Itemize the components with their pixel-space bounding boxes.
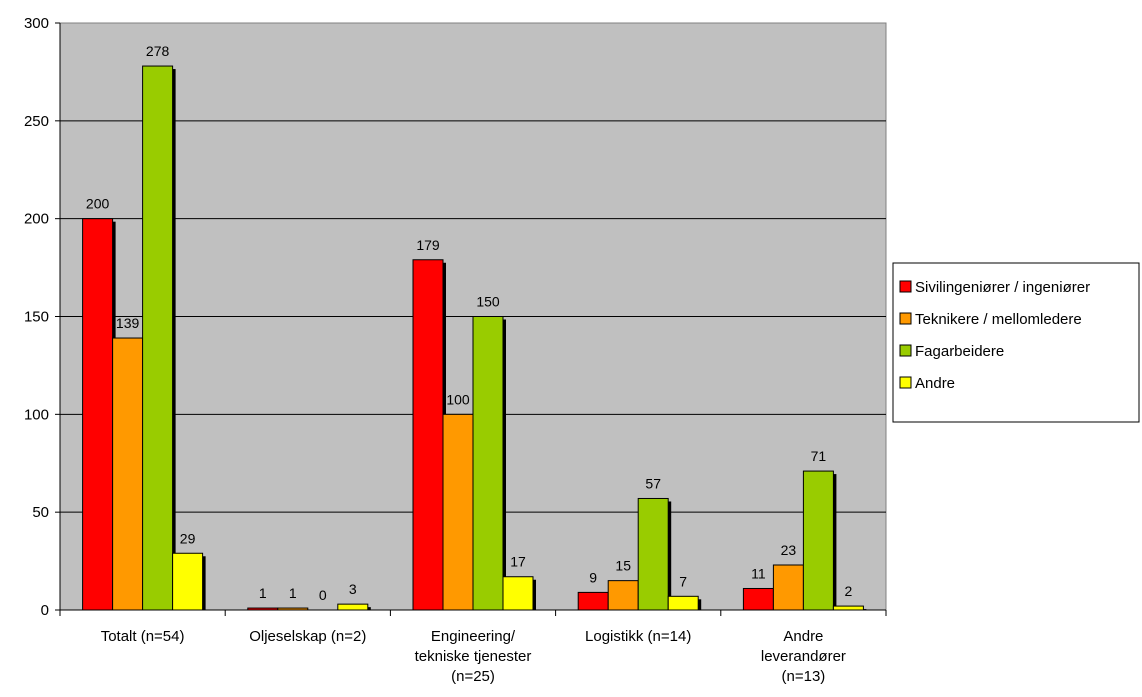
y-tick-label: 0 bbox=[41, 602, 49, 619]
data-label: 150 bbox=[476, 294, 500, 310]
legend: Sivilingeniører / ingeniører Teknikere / … bbox=[892, 262, 1140, 423]
x-tick-label: Engineering/tekniske tjenester (n=25) bbox=[415, 628, 532, 685]
bar bbox=[637, 497, 669, 611]
legend-entry: Teknikere / mellomledere bbox=[915, 311, 1082, 328]
data-label: 57 bbox=[645, 475, 661, 491]
data-label: 11 bbox=[751, 565, 766, 581]
data-label: 278 bbox=[146, 43, 170, 59]
bar bbox=[142, 65, 174, 611]
legend-swatch bbox=[899, 376, 912, 389]
bar bbox=[742, 587, 774, 611]
x-tick-label-line: (n=13) bbox=[782, 668, 826, 685]
bar bbox=[802, 470, 834, 611]
data-label: 29 bbox=[180, 530, 196, 546]
x-tick-label: Oljeselskap (n=2) bbox=[249, 628, 366, 645]
data-label: 71 bbox=[811, 448, 827, 464]
data-label: 179 bbox=[416, 237, 440, 253]
bar bbox=[412, 259, 444, 611]
bar bbox=[112, 337, 144, 611]
data-label: 3 bbox=[349, 581, 357, 597]
y-tick-label: 250 bbox=[24, 113, 49, 130]
bar bbox=[832, 605, 864, 611]
y-tick-label: 50 bbox=[32, 504, 49, 521]
bar bbox=[472, 316, 504, 611]
data-label: 17 bbox=[510, 554, 526, 570]
data-label: 0 bbox=[319, 587, 327, 603]
data-label: 100 bbox=[446, 391, 470, 407]
x-tick-label-line: leverandører bbox=[761, 648, 846, 665]
data-label: 1 bbox=[289, 585, 297, 601]
legend-swatch bbox=[899, 344, 912, 357]
x-tick-label-line: Logistikk (n=14) bbox=[585, 628, 691, 645]
legend-entry: Fagarbeidere bbox=[915, 343, 1004, 360]
x-tick-label-line: Andre bbox=[783, 628, 823, 645]
bar bbox=[82, 218, 114, 611]
y-tick-label: 150 bbox=[24, 309, 49, 326]
legend-entry: Andre bbox=[915, 375, 955, 392]
data-label: 7 bbox=[679, 573, 687, 589]
x-tick-label: Andre leverandører (n=13) bbox=[761, 628, 846, 685]
x-tick-label-line: Engineering/ bbox=[431, 628, 516, 645]
data-label: 200 bbox=[86, 196, 110, 212]
data-label: 1 bbox=[259, 585, 267, 601]
bar bbox=[607, 580, 639, 611]
data-label: 9 bbox=[589, 569, 597, 585]
x-tick-label-line: Totalt (n=54) bbox=[101, 628, 185, 645]
legend-swatch bbox=[899, 280, 912, 293]
bar bbox=[667, 595, 699, 611]
legend-entry: Sivilingeniører / ingeniører bbox=[915, 279, 1090, 296]
data-label: 2 bbox=[845, 583, 853, 599]
x-tick-label-line: (n=25) bbox=[451, 668, 495, 685]
legend-box bbox=[892, 262, 1140, 423]
x-tick-label-line: Oljeselskap (n=2) bbox=[249, 628, 366, 645]
bar bbox=[442, 413, 474, 611]
data-label: 15 bbox=[615, 558, 631, 574]
bar bbox=[172, 552, 204, 611]
data-label: 23 bbox=[781, 542, 797, 558]
x-axis: Totalt (n=54) Oljeselskap (n=2) Engineerin… bbox=[59, 609, 887, 685]
y-tick-label: 300 bbox=[24, 15, 49, 32]
x-tick-label-line: tekniske tjenester bbox=[415, 648, 532, 665]
bar bbox=[772, 564, 804, 611]
x-tick-label: Totalt (n=54) bbox=[101, 628, 185, 645]
y-tick-label: 100 bbox=[24, 406, 49, 423]
bar bbox=[502, 576, 534, 611]
bar bbox=[337, 603, 369, 611]
bar bbox=[577, 591, 609, 611]
y-axis: 0 50 100 150 200 250 300 bbox=[24, 15, 61, 619]
legend-swatch bbox=[899, 312, 912, 325]
y-tick-label: 200 bbox=[24, 211, 49, 228]
x-tick-label: Logistikk (n=14) bbox=[585, 628, 691, 645]
data-label: 139 bbox=[116, 315, 140, 331]
